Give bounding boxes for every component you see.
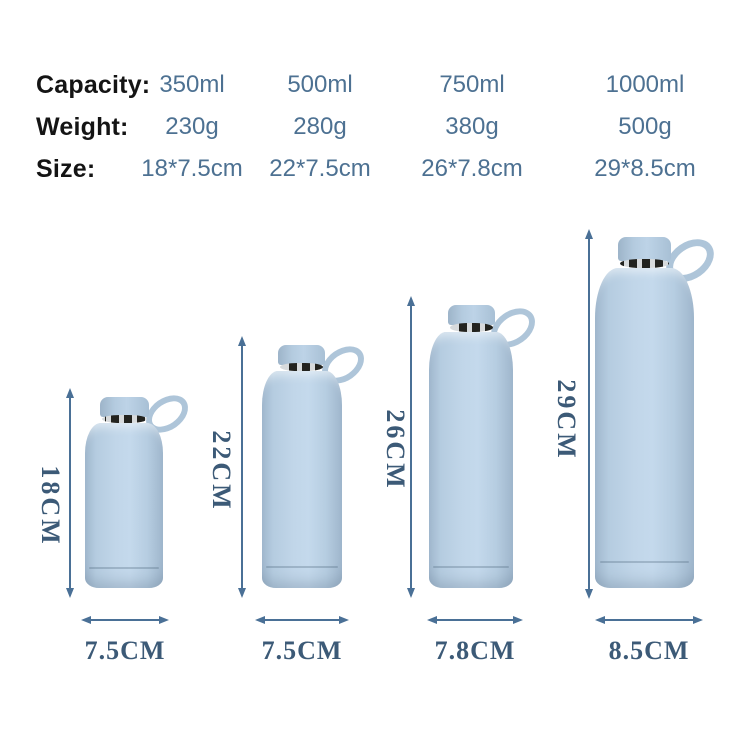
width-label: 7.5CM — [84, 636, 166, 665]
spec-value: 380g — [445, 113, 499, 140]
height-label: 18CM — [36, 465, 65, 547]
spec-row-capacity: Capacity: 350ml 500ml 750ml 1000ml — [0, 64, 750, 106]
spec-value: 500g — [618, 113, 672, 140]
bottle-base-seam — [266, 566, 338, 568]
spec-label: Weight: — [36, 112, 129, 141]
height-label: 22CM — [207, 430, 236, 512]
spec-value: 29*8.5cm — [594, 155, 696, 182]
bottle-cap — [278, 345, 325, 365]
bottle-body — [595, 268, 694, 588]
spec-row-size: Size: 18*7.5cm 22*7.5cm 26*7.8cm 29*8.5c… — [0, 148, 750, 190]
height-label: 29CM — [552, 379, 581, 461]
bottle-neck-band — [450, 323, 493, 332]
width-arrow — [81, 615, 169, 624]
bottle-body — [429, 332, 513, 588]
spec-row-weight: Weight: 230g 280g 380g 500g — [0, 106, 750, 148]
spec-value: 230g — [165, 113, 219, 140]
width-arrow — [255, 615, 349, 624]
spec-value: 500ml — [287, 71, 353, 98]
spec-value: 1000ml — [605, 71, 685, 98]
bottle-cap — [618, 237, 671, 261]
spec-value: 22*7.5cm — [269, 155, 371, 182]
width-arrow — [427, 615, 523, 624]
bottle-body — [262, 371, 342, 588]
spec-label: Size: — [36, 154, 96, 183]
spec-table: Capacity: 350ml 500ml 750ml 1000ml Weigh… — [0, 64, 750, 190]
width-label: 7.5CM — [261, 636, 343, 665]
height-label: 26CM — [381, 409, 410, 491]
bottle-base-seam — [599, 561, 690, 563]
spec-value: 18*7.5cm — [141, 155, 243, 182]
spec-value: 26*7.8cm — [421, 155, 523, 182]
bottle-cap — [100, 397, 149, 417]
height-arrow — [237, 336, 246, 598]
spec-value: 350ml — [159, 71, 225, 98]
width-label: 7.8CM — [434, 636, 516, 665]
width-arrow — [595, 615, 703, 624]
bottle-body — [85, 423, 163, 588]
width-label: 8.5CM — [608, 636, 690, 665]
bottle-neck-band — [280, 363, 323, 371]
bottle-cap — [448, 305, 495, 325]
bottle-base-seam — [433, 566, 509, 568]
spec-value: 750ml — [439, 71, 505, 98]
spec-value: 280g — [293, 113, 347, 140]
spec-label: Capacity: — [36, 70, 151, 99]
height-arrow — [65, 388, 74, 598]
height-arrow — [584, 229, 593, 599]
bottle-neck-band — [620, 259, 669, 268]
height-arrow — [406, 296, 415, 598]
bottle-base-seam — [88, 567, 160, 569]
bottle-neck-band — [102, 415, 147, 423]
